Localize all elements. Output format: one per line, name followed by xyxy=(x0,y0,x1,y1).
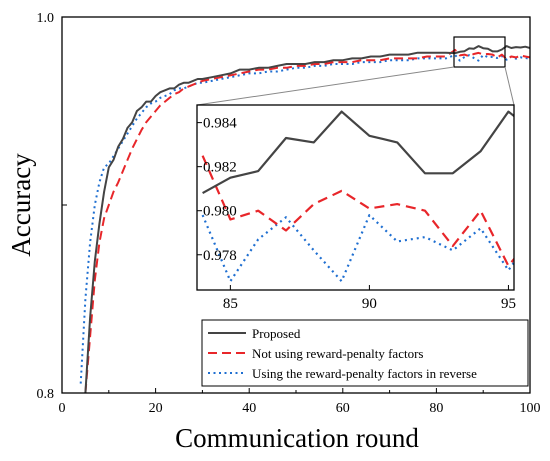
legend-label: Using the reward-penalty factors in reve… xyxy=(252,366,477,381)
series-line xyxy=(79,54,530,384)
x-axis-label: Communication round xyxy=(175,423,419,453)
series-line xyxy=(84,48,530,393)
main-axes: 0 20 40 60 80 100 0.8 1.0 xyxy=(37,11,541,416)
y-tick-label: 0.8 xyxy=(37,387,55,402)
inset-series-line xyxy=(201,155,514,267)
inset-y-tick-label: 0.980 xyxy=(203,204,237,220)
series-line xyxy=(84,45,530,393)
x-tick-label: 60 xyxy=(336,401,350,416)
zoom-box xyxy=(453,36,506,68)
inset-y-tick-label: 0.978 xyxy=(203,248,237,264)
x-tick-label: 80 xyxy=(429,401,443,416)
inset-x-tick-label: 85 xyxy=(223,296,238,312)
inset-series-line xyxy=(201,214,514,283)
y-axis-label: Accuracy xyxy=(6,153,36,257)
inset-y-tick-label: 0.984 xyxy=(203,116,237,132)
legend: Proposed Not using reward-penalty factors… xyxy=(201,319,529,387)
connector-line xyxy=(504,66,515,106)
x-tick-label: 0 xyxy=(59,401,66,416)
connector-line xyxy=(196,66,455,106)
y-tick-label: 1.0 xyxy=(37,11,55,26)
zoom-connectors xyxy=(196,36,515,106)
legend-label: Not using reward-penalty factors xyxy=(252,346,423,361)
inset-y-tick-label: 0.982 xyxy=(203,160,237,176)
x-tick-label: 20 xyxy=(149,401,163,416)
inset-zoom-plot: 85 90 95 0.978 0.980 0.982 0.984 xyxy=(196,104,516,312)
x-tick-label: 40 xyxy=(242,401,256,416)
x-tick-label: 100 xyxy=(520,401,541,416)
legend-box xyxy=(201,319,529,387)
legend-label: Proposed xyxy=(252,326,301,341)
inset-x-tick-label: 90 xyxy=(362,296,377,312)
inset-x-tick-label: 95 xyxy=(501,296,516,312)
inset-frame xyxy=(196,104,515,291)
inset-series-line xyxy=(202,110,514,195)
main-plot-area xyxy=(79,45,530,393)
inset-background xyxy=(197,105,514,290)
